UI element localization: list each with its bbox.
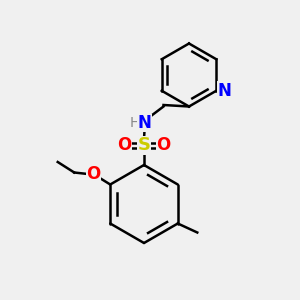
Text: O: O xyxy=(87,165,101,183)
Text: H: H xyxy=(129,116,140,130)
Text: S: S xyxy=(137,136,151,154)
Text: O: O xyxy=(117,136,132,154)
Text: O: O xyxy=(156,136,171,154)
Text: N: N xyxy=(218,82,232,100)
Text: N: N xyxy=(138,114,152,132)
